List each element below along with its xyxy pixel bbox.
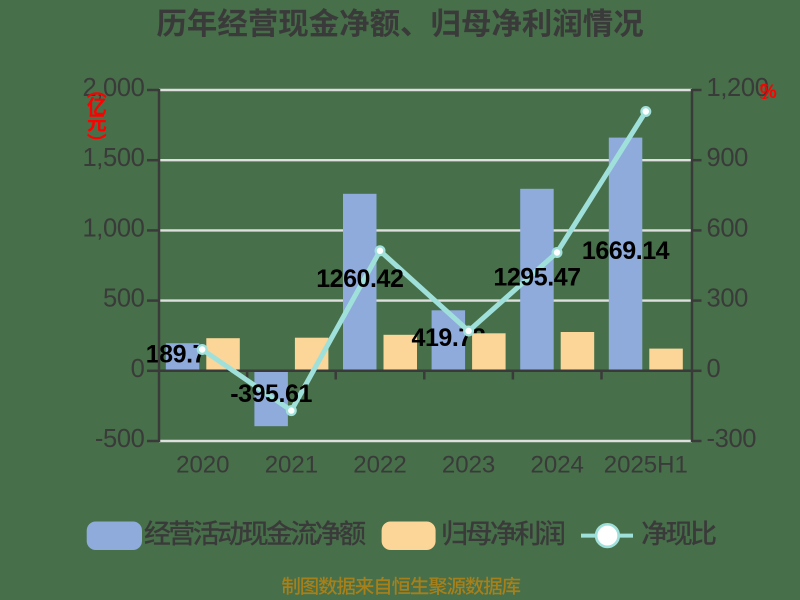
svg-text:500: 500 <box>103 285 145 313</box>
svg-text:2020: 2020 <box>176 452 229 479</box>
svg-text:300: 300 <box>707 285 749 313</box>
svg-text:%: % <box>760 82 777 103</box>
svg-text:1,500: 1,500 <box>82 144 144 172</box>
svg-text:-300: -300 <box>707 425 757 453</box>
svg-text:1669.14: 1669.14 <box>582 237 670 265</box>
svg-text:2023: 2023 <box>442 452 495 479</box>
svg-text:2021: 2021 <box>265 452 318 479</box>
svg-text:2,000: 2,000 <box>82 74 144 102</box>
svg-text:-500: -500 <box>95 425 145 453</box>
svg-text:900: 900 <box>707 144 749 172</box>
svg-text:2024: 2024 <box>531 452 584 479</box>
svg-text:1260.42: 1260.42 <box>316 265 403 293</box>
svg-text:1,200: 1,200 <box>707 74 769 102</box>
svg-text:1295.47: 1295.47 <box>493 264 580 292</box>
svg-text:600: 600 <box>707 214 749 242</box>
svg-text:2022: 2022 <box>353 452 406 479</box>
svg-text:1,000: 1,000 <box>82 214 144 242</box>
svg-text:2025H1: 2025H1 <box>604 452 688 479</box>
svg-text:0: 0 <box>131 355 145 383</box>
svg-text:0: 0 <box>707 355 721 383</box>
svg-text:-395.61: -395.61 <box>230 380 312 408</box>
